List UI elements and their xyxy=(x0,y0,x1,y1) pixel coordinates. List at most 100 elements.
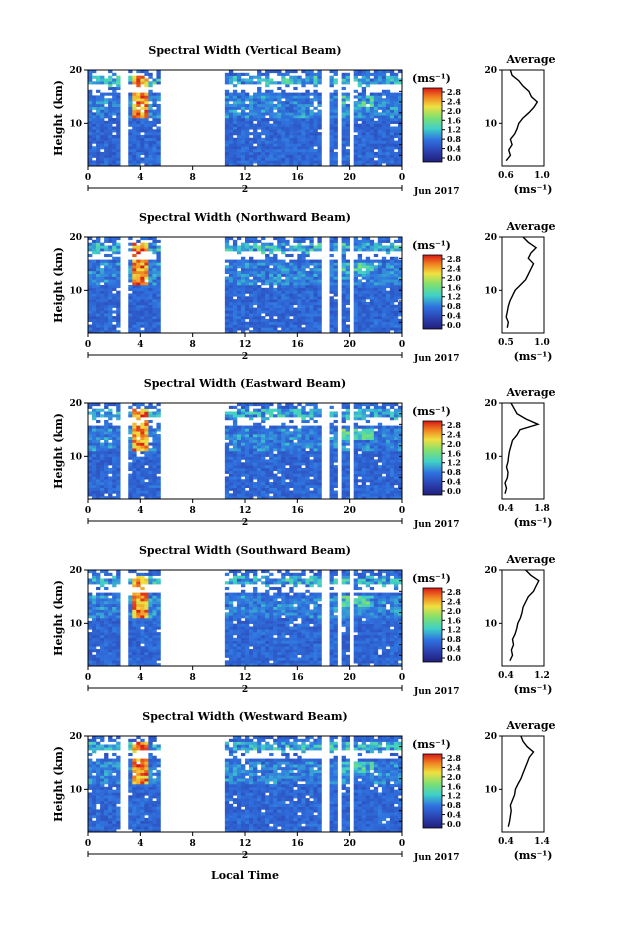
colorbar xyxy=(422,87,443,163)
heatmap-cell xyxy=(329,479,334,483)
heatmap-cell xyxy=(104,268,109,272)
heatmap-cell xyxy=(365,293,371,297)
heatmap-cell xyxy=(285,456,290,460)
heatmap-cell xyxy=(309,313,314,317)
heatmap-cell xyxy=(357,273,363,277)
heatmap-cell xyxy=(136,103,141,107)
heatmap-cell xyxy=(317,287,322,291)
heatmap-cell xyxy=(373,81,379,85)
heatmap-cell xyxy=(104,476,109,480)
heatmap-cell xyxy=(104,270,109,274)
heatmap-cell xyxy=(96,109,101,113)
heatmap-cell xyxy=(277,154,282,158)
heatmap-cell xyxy=(353,310,359,314)
heatmap-cell xyxy=(385,143,391,147)
heatmap-cell xyxy=(257,467,262,472)
heatmap-cell xyxy=(148,456,153,460)
heatmap-cell xyxy=(361,490,367,494)
heatmap-cell xyxy=(381,479,387,483)
heatmap-cell xyxy=(305,75,310,79)
heatmap-cell xyxy=(88,282,93,286)
heatmap-cell xyxy=(357,248,363,252)
heatmap-cell xyxy=(353,422,359,426)
heatmap-cell xyxy=(136,321,141,325)
heatmap-cell xyxy=(245,290,250,294)
heatmap-cell xyxy=(249,146,254,150)
heatmap-cell xyxy=(144,476,149,480)
heatmap-cell xyxy=(333,318,338,322)
heatmap-cell xyxy=(116,487,121,491)
heatmap-cell xyxy=(313,470,318,474)
heatmap-cell xyxy=(269,482,274,486)
heatmap-cell xyxy=(305,493,310,497)
heatmap-cell xyxy=(341,417,346,421)
heatmap-cell xyxy=(104,324,109,328)
heatmap-cell xyxy=(301,473,306,477)
heatmap-cell xyxy=(269,316,274,320)
heatmap-cell xyxy=(144,149,149,153)
heatmap-cell xyxy=(377,414,383,418)
heatmap-cell xyxy=(285,439,290,443)
heatmap-cell xyxy=(281,245,286,249)
heatmap-cell xyxy=(104,115,109,119)
heatmap-cell xyxy=(329,324,334,328)
heatmap-cell xyxy=(301,318,306,322)
heatmap-cell xyxy=(100,270,105,274)
heatmap-cell xyxy=(140,75,145,79)
heatmap-cell xyxy=(341,425,346,429)
heatmap-cell xyxy=(100,448,105,452)
heatmap-cell xyxy=(116,86,121,91)
heatmap-cell xyxy=(152,473,157,477)
heatmap-cell xyxy=(377,259,383,263)
heatmap-cell xyxy=(148,479,153,483)
heatmap-cell xyxy=(333,70,338,74)
heatmap-cell xyxy=(313,324,318,328)
heatmap-cell xyxy=(92,470,97,474)
heatmap-cell xyxy=(297,301,302,306)
heatmap-cell xyxy=(132,301,137,306)
heatmap-cell xyxy=(88,89,93,93)
heatmap-cell xyxy=(313,287,318,291)
heatmap-cell xyxy=(293,318,298,322)
heatmap-cell xyxy=(309,431,314,435)
heatmap-cell xyxy=(144,428,149,432)
heatmap-cell xyxy=(132,282,137,286)
heatmap-cell xyxy=(381,490,387,494)
heatmap-cell xyxy=(385,126,391,130)
heatmap-cell xyxy=(236,112,242,116)
colorbar-unit: (ms⁻¹) xyxy=(412,72,451,85)
heatmap-cell xyxy=(393,112,399,116)
heatmap-cell xyxy=(269,273,274,277)
heatmap-cell xyxy=(265,268,270,272)
heatmap-cell xyxy=(353,103,359,107)
heatmap-cell xyxy=(261,476,266,480)
heatmap-cell xyxy=(317,72,322,76)
heatmap-cell xyxy=(269,456,274,460)
heatmap-cell xyxy=(333,310,338,314)
heatmap-cell xyxy=(293,296,298,300)
heatmap-cell xyxy=(333,146,338,150)
heatmap-cell xyxy=(285,143,290,147)
heatmap-cell xyxy=(245,248,250,252)
heatmap-cell xyxy=(361,72,367,76)
heatmap-cell xyxy=(353,411,359,415)
heatmap-cell xyxy=(309,239,314,243)
heatmap-cell xyxy=(333,163,338,167)
heatmap xyxy=(88,403,403,500)
heatmap-cell xyxy=(385,270,391,274)
heatmap-cell xyxy=(345,163,350,167)
heatmap-cell xyxy=(253,140,258,144)
heatmap-cell xyxy=(381,245,387,249)
heatmap-cell xyxy=(112,467,117,472)
heatmap-cell xyxy=(361,157,367,161)
heatmap-cell xyxy=(301,482,306,486)
heatmap-cell xyxy=(144,496,149,500)
heatmap-cell xyxy=(381,318,387,322)
heatmap-cell xyxy=(96,296,101,300)
heatmap-cell xyxy=(361,98,367,102)
heatmap-cell xyxy=(112,287,117,291)
heatmap-cell xyxy=(92,103,97,107)
heatmap-cell xyxy=(353,248,359,252)
heatmap-cell xyxy=(329,103,334,107)
heatmap-cell xyxy=(381,72,387,76)
